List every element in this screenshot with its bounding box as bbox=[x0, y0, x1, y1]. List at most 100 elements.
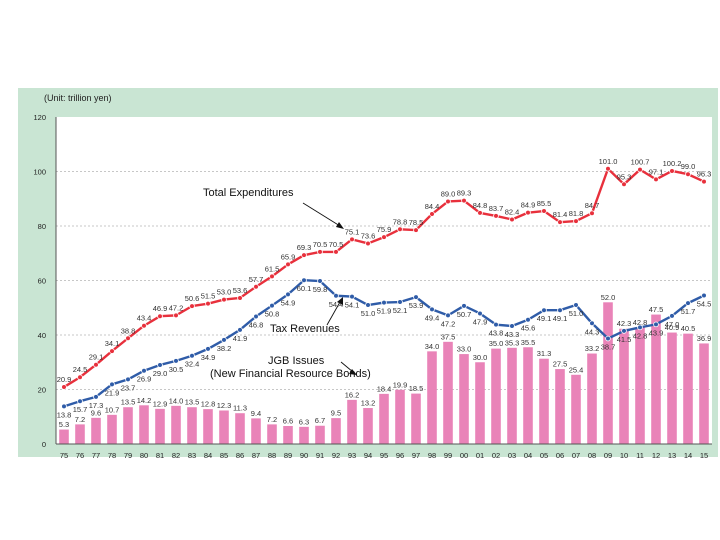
tax-revenues-label: 52.1 bbox=[393, 306, 408, 315]
total-expenditures-label: 78.5 bbox=[409, 218, 424, 227]
jgb-bar-label: 52.0 bbox=[601, 293, 616, 302]
jgb-bar-label: 37.5 bbox=[441, 332, 456, 341]
tax-revenues-label: 54.1 bbox=[345, 301, 360, 310]
total-expenditures-point bbox=[301, 252, 307, 258]
tax-revenues-label: 54.4 bbox=[329, 300, 344, 309]
x-tick-label: 08 bbox=[588, 451, 596, 460]
total-expenditures-label: 57.7 bbox=[249, 275, 264, 284]
total-expenditures-point bbox=[205, 300, 211, 307]
y-tick-label: 20 bbox=[38, 386, 46, 395]
tax-revenues-point bbox=[509, 323, 515, 329]
tax-revenues-label: 21.9 bbox=[105, 388, 120, 397]
total-expenditures-point bbox=[253, 283, 259, 290]
jgb-bar-label: 5.3 bbox=[59, 420, 69, 429]
tax-revenues-point bbox=[77, 398, 83, 405]
total-expenditures-point bbox=[493, 213, 499, 219]
tax-revenues-point bbox=[685, 300, 691, 306]
x-tick-label: 82 bbox=[172, 451, 180, 460]
jgb-bar-label: 12.9 bbox=[153, 399, 168, 408]
series-lines bbox=[61, 165, 707, 410]
jgb-bar-label: 13.5 bbox=[121, 398, 136, 407]
x-tick-label: 93 bbox=[348, 451, 356, 460]
y-tick-label: 60 bbox=[38, 277, 46, 286]
tax-revenues-label: 17.3 bbox=[89, 401, 104, 410]
x-tick-label: 86 bbox=[236, 451, 244, 460]
tax-revenues-point bbox=[669, 313, 675, 319]
total-expenditures-point bbox=[557, 219, 563, 225]
tax-revenues-point bbox=[429, 306, 435, 313]
data-labels: 5.37.29.6 10.713.5 14.2 12.9 14.0 13.5 12.8 12.… bbox=[57, 157, 712, 429]
arrowhead-tax bbox=[337, 297, 343, 305]
tax-revenues-label: 60.1 bbox=[297, 284, 312, 293]
y-tick-label: 0 bbox=[42, 440, 46, 449]
jgb-bar bbox=[75, 424, 85, 444]
jgb-bar bbox=[187, 407, 197, 444]
total-expenditures-point bbox=[477, 210, 483, 216]
y-tick-label: 40 bbox=[38, 331, 46, 340]
total-expenditures-label: 82.4 bbox=[505, 207, 520, 216]
total-expenditures-point bbox=[237, 295, 243, 301]
jgb-bar bbox=[107, 414, 117, 444]
jgb-bar bbox=[91, 417, 101, 444]
jgb-bar-label: 13.5 bbox=[185, 398, 200, 407]
jgb-bar bbox=[315, 425, 325, 444]
tax-revenues-label: 49.4 bbox=[425, 313, 440, 322]
total-expenditures-label: 89.0 bbox=[441, 189, 456, 198]
jgb-bar bbox=[603, 302, 613, 444]
total-expenditures-label: 29.1 bbox=[89, 353, 104, 362]
total-expenditures-label: 96.3 bbox=[697, 170, 712, 179]
total-expenditures-point bbox=[637, 166, 643, 173]
x-tick-label: 91 bbox=[316, 451, 324, 460]
tax-revenues-point bbox=[301, 277, 307, 284]
jgb-bar-label: 14.2 bbox=[137, 396, 152, 405]
total-expenditures-point bbox=[221, 296, 227, 303]
unit-label: (Unit: trillion yen) bbox=[44, 93, 112, 103]
x-tick-label: 03 bbox=[508, 451, 516, 460]
jgb-bar-label: 35.0 bbox=[489, 339, 504, 348]
tax-revenues-label: 29.0 bbox=[153, 369, 168, 378]
jgb-bar-label: 6.3 bbox=[299, 417, 309, 426]
jgb-bar bbox=[379, 393, 389, 444]
jgb-bar bbox=[539, 358, 549, 444]
x-tick-label: 94 bbox=[364, 451, 372, 460]
total-expenditures-point bbox=[621, 181, 627, 188]
tax-revenues-label: 51.9 bbox=[377, 307, 392, 316]
total-expenditures-point bbox=[77, 374, 83, 381]
tax-revenues-label: 53.9 bbox=[409, 301, 424, 310]
y-tick-label: 100 bbox=[33, 168, 46, 177]
total-expenditures-label: 24.5 bbox=[73, 365, 88, 374]
tax-revenues-point bbox=[541, 307, 547, 314]
jgb-bar bbox=[699, 343, 709, 444]
jgb-bar bbox=[635, 327, 645, 444]
tax-revenues-label: 38.2 bbox=[217, 344, 232, 353]
tax-revenues-point bbox=[573, 302, 579, 308]
total-expenditures-point bbox=[157, 313, 163, 319]
total-expenditures-label: 47.2 bbox=[169, 303, 184, 312]
total-expenditures-point bbox=[445, 198, 451, 205]
total-expenditures-point bbox=[589, 210, 595, 216]
jgb-bar bbox=[683, 333, 693, 444]
total-expenditures-point bbox=[93, 361, 99, 368]
tax-revenues-label: 42.8 bbox=[633, 331, 648, 340]
arrowhead-jgb bbox=[349, 369, 357, 375]
jgb-bar bbox=[251, 418, 261, 444]
grid-lines bbox=[56, 117, 712, 444]
total-expenditures-label: 53.0 bbox=[217, 288, 232, 297]
jgb-bar-label: 40.5 bbox=[681, 324, 696, 333]
tax-revenues-point bbox=[157, 362, 163, 368]
tax-revenues-point bbox=[493, 321, 499, 328]
total-expenditures-point bbox=[125, 335, 131, 342]
x-tick-label: 95 bbox=[380, 451, 388, 460]
total-expenditures-label: 83.7 bbox=[489, 204, 504, 213]
jgb-bar bbox=[523, 347, 533, 444]
tax-revenues-point bbox=[205, 346, 211, 352]
tax-revenues-label: 50.7 bbox=[457, 310, 472, 319]
tax-revenues-point bbox=[221, 337, 227, 343]
tax-revenues-point bbox=[61, 403, 67, 410]
x-tick-label: 87 bbox=[252, 451, 260, 460]
x-tick-label: 98 bbox=[428, 451, 436, 460]
tax-revenues-point bbox=[173, 358, 179, 364]
total-expenditures-point bbox=[109, 348, 115, 354]
jgb-bar bbox=[443, 341, 453, 444]
tax-revenues-label: 46.8 bbox=[249, 320, 264, 329]
